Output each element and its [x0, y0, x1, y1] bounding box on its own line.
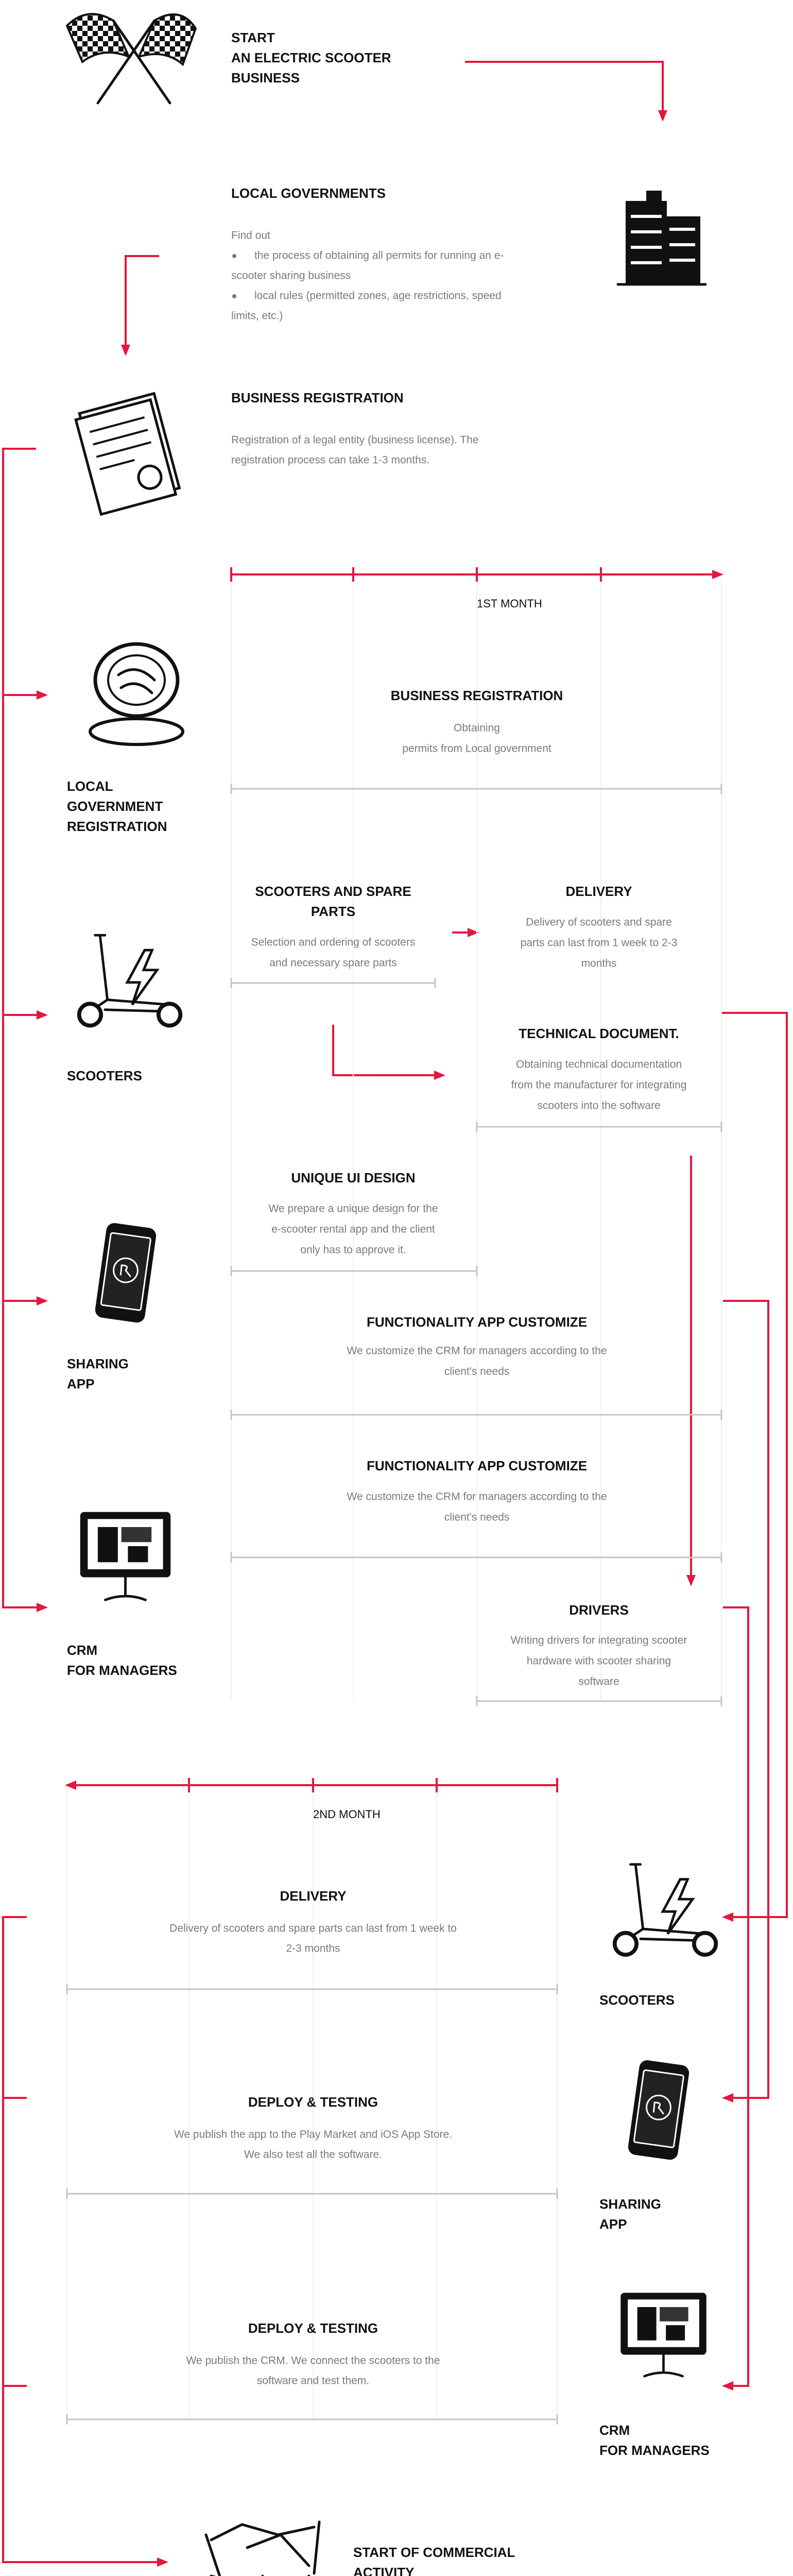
task-description: hardware with scooter sharing [527, 1655, 671, 1667]
arrow [721, 1012, 788, 1922]
building-icon [616, 191, 707, 286]
lane-label: GOVERNMENT [67, 799, 163, 814]
task-title: PARTS [311, 904, 355, 919]
task-description: client's needs [444, 1512, 510, 1523]
connectors [2, 61, 788, 2567]
lane-label: LOCAL [67, 778, 113, 794]
task-description: We publish the app to the Play Market an… [174, 2129, 452, 2141]
lane-label: CRM [67, 1642, 97, 1658]
task-description: We customize the CRM for managers accord… [347, 1345, 607, 1357]
arrow [465, 61, 667, 122]
seal-icon [89, 642, 184, 746]
lane-label: SHARING [599, 2196, 661, 2212]
step-description: Registration of a legal entity (business… [231, 434, 479, 446]
task-description: We publish the CRM. We connect the scoot… [186, 2355, 440, 2367]
bullet [232, 254, 236, 258]
bullet-text: scooter sharing business [231, 270, 351, 282]
month-label: 1ST MONTH [477, 597, 542, 610]
task-title: DELIVERY [280, 1888, 346, 1904]
task-description: Obtaining [454, 722, 500, 734]
arrow [722, 1606, 749, 2391]
bullet-text: local rules (permitted zones, age restri… [254, 290, 502, 302]
intro-text: Find out [231, 230, 270, 242]
lane-label: APP [599, 2216, 627, 2232]
bullet-text: limits, etc.) [231, 310, 283, 322]
task-description: We prepare a unique design for the [269, 1203, 438, 1215]
arrow [332, 1025, 445, 1080]
step-title: START OF COMMERCIAL [353, 2545, 515, 2560]
task-title: BUSINESS REGISTRATION [391, 688, 563, 703]
task-description: scooters into the software [537, 1100, 660, 1112]
task-title: FUNCTIONALITY APP CUSTOMIZE [367, 1458, 587, 1473]
lane-label: CRM [599, 2422, 630, 2438]
month-label: 2ND MONTH [313, 1808, 381, 1821]
task-title: DELIVERY [565, 884, 632, 899]
task-title: SCOOTERS AND SPARE [255, 884, 411, 899]
lane-label: APP [67, 1376, 94, 1392]
task-description: from the manufacturer for integrating [511, 1079, 687, 1091]
task-title: UNIQUE UI DESIGN [291, 1170, 415, 1185]
step-title: AN ELECTRIC SCOOTER [231, 50, 391, 65]
task-description: 2-3 months [286, 1943, 340, 1955]
task-description: software [578, 1676, 619, 1688]
task-title: DEPLOY & TESTING [248, 2320, 378, 2336]
arrow [722, 1300, 769, 2103]
task-description: parts can last from 1 week to 2-3 [521, 937, 678, 949]
task-description: Selection and ordering of scooters [251, 937, 416, 948]
task-description: Delivery of scooters and spare parts can… [169, 1923, 457, 1935]
arrow [2, 448, 48, 1612]
task-description: months [581, 958, 617, 970]
arrow [121, 255, 159, 356]
task-description: Writing drivers for integrating scooter [511, 1635, 687, 1647]
lane-label: SCOOTERS [599, 1992, 675, 2008]
task-title: DEPLOY & TESTING [248, 2094, 378, 2110]
task-description: permits from Local government [402, 743, 551, 755]
task-title: FUNCTIONALITY APP CUSTOMIZE [367, 1314, 587, 1330]
lane-label: FOR MANAGERS [67, 1663, 177, 1678]
flags-icon [65, 13, 197, 105]
icons [65, 13, 716, 2576]
task-description: software and test them. [257, 2375, 369, 2387]
step-title: LOCAL GOVERNMENTS [231, 185, 386, 201]
document-icon [74, 392, 181, 516]
task-description: Obtaining technical documentation [516, 1059, 682, 1071]
task-description: only has to approve it. [300, 1244, 406, 1256]
step-title: BUSINESS [231, 70, 300, 86]
lane-label: SHARING [67, 1356, 129, 1371]
task-description: We also test all the software. [244, 2149, 382, 2161]
task-description: client's needs [444, 1366, 510, 1378]
bullet [232, 294, 236, 298]
handshake-icon [204, 2520, 321, 2576]
lane-label: SCOOTERS [67, 1068, 142, 1083]
step-title: START [231, 30, 275, 45]
task-description: Delivery of scooters and spare [526, 917, 672, 928]
step-title: BUSINESS REGISTRATION [231, 390, 404, 405]
task-title: TECHNICAL DOCUMENT. [519, 1026, 679, 1041]
task-description: e-scooter rental app and the client [271, 1224, 435, 1235]
step-description: registration process can take 1-3 months… [231, 454, 429, 466]
lane-label: FOR MANAGERS [599, 2443, 710, 2458]
step-title: ACTIVITY [353, 2565, 414, 2576]
task-description: and necessary spare parts [269, 957, 396, 969]
task-title: DRIVERS [569, 1602, 629, 1618]
task-description: We customize the CRM for managers accord… [347, 1491, 607, 1503]
lane-label: REGISTRATION [67, 819, 167, 834]
bullet-text: the process of obtaining all permits for… [254, 250, 504, 262]
arrow [2, 1916, 168, 2567]
